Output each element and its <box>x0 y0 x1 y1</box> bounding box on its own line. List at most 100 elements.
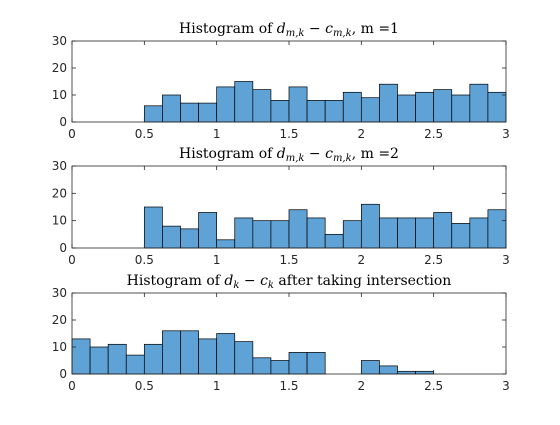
histogram-bar <box>397 94 416 123</box>
histogram-bar <box>360 203 380 249</box>
histogram-bar <box>162 94 181 123</box>
chart-title-part: d <box>277 146 286 162</box>
histogram-bar <box>342 91 362 123</box>
histogram-bar <box>415 91 435 123</box>
x-tick-label: 3 <box>502 379 510 393</box>
y-tick-label: 30 <box>52 286 67 300</box>
histogram-bar <box>288 352 308 375</box>
histogram-bar <box>433 89 453 123</box>
chart-title-part: m,k <box>333 28 352 39</box>
histogram-bar <box>397 370 416 375</box>
histogram-bar <box>143 343 163 375</box>
histogram-bar <box>415 370 435 375</box>
histogram-bar <box>162 225 181 249</box>
chart-title-part: Histogram of <box>179 146 277 162</box>
y-tick-label: 30 <box>52 34 67 48</box>
histogram-bar <box>71 338 91 375</box>
x-tick-label: 0 <box>68 127 76 141</box>
chart-title-part: − <box>304 21 325 37</box>
x-tick-label: 3 <box>502 127 510 141</box>
histogram-bar <box>324 233 344 249</box>
histogram-bar <box>198 212 218 249</box>
y-tick-label: 10 <box>52 340 67 354</box>
x-tick-label: 2.5 <box>424 253 443 267</box>
histogram-bar <box>360 360 380 375</box>
histogram-bar <box>216 239 236 249</box>
histogram-bar <box>143 206 163 249</box>
histogram-bar <box>469 83 489 123</box>
x-tick-label: 2.5 <box>424 127 443 141</box>
chart-title-part: k <box>268 280 274 291</box>
histogram-bar <box>270 100 290 123</box>
histogram-bar <box>216 333 236 375</box>
histogram-bar <box>180 228 199 249</box>
chart-title-part: k <box>233 280 239 291</box>
y-tick-label: 10 <box>52 214 67 228</box>
histogram-bar <box>379 83 398 123</box>
x-tick-label: 0.5 <box>135 379 154 393</box>
histogram-bar <box>360 97 380 123</box>
histogram-bar <box>234 341 254 375</box>
histogram-bar <box>180 330 199 375</box>
histogram-bar <box>180 102 199 123</box>
histogram-bar <box>379 365 398 375</box>
histogram-bar <box>487 91 507 123</box>
x-tick-label: 1.5 <box>279 127 298 141</box>
histogram-bar <box>198 338 218 375</box>
chart-title-part: − <box>239 273 260 289</box>
chart-title-part: m,k <box>286 28 305 39</box>
y-tick-label: 20 <box>52 61 67 75</box>
histogram-bar <box>252 220 272 249</box>
histogram-bar <box>433 212 453 249</box>
histogram-bar <box>342 220 362 249</box>
x-tick-label: 3 <box>502 253 510 267</box>
x-tick-label: 1.5 <box>279 253 298 267</box>
histogram-bar <box>487 209 507 249</box>
histogram-bar <box>469 217 489 249</box>
histogram-bar <box>306 352 326 375</box>
histogram-bar <box>252 89 272 123</box>
chart-title-part: after taking intersection <box>274 273 451 289</box>
histogram-bar <box>306 217 326 249</box>
histogram-bar <box>143 105 163 123</box>
histogram-bar <box>306 100 326 123</box>
x-tick-label: 1 <box>213 127 221 141</box>
chart-title: Histogram of dm,k − cm,k, m =2 <box>179 146 399 164</box>
chart-title-part: , m =1 <box>352 21 399 37</box>
histogram-bar <box>162 330 181 375</box>
histogram-bar <box>252 357 272 375</box>
histogram-bar <box>270 220 290 249</box>
x-tick-label: 0.5 <box>135 127 154 141</box>
y-tick-label: 10 <box>52 88 67 102</box>
x-tick-label: 0 <box>68 253 76 267</box>
chart-title-part: c <box>325 146 333 162</box>
histogram-bar <box>270 360 290 375</box>
chart-title-part: c <box>325 21 333 37</box>
y-tick-label: 0 <box>59 367 67 381</box>
histogram-bar <box>451 94 471 123</box>
histogram-bar <box>324 100 344 123</box>
histogram-bar <box>379 217 398 249</box>
histogram-bar <box>125 354 145 375</box>
histogram-bar <box>107 343 127 375</box>
histogram-bar <box>288 86 308 123</box>
chart-title-part: Histogram of <box>127 273 225 289</box>
x-tick-label: 2 <box>358 379 366 393</box>
histogram-bar <box>451 223 471 249</box>
histogram-bar <box>397 217 416 249</box>
histogram-bar <box>415 217 435 249</box>
x-tick-label: 2 <box>358 127 366 141</box>
y-tick-label: 20 <box>52 186 67 200</box>
x-tick-label: 1.5 <box>279 379 298 393</box>
chart-title-part: Histogram of <box>179 21 277 37</box>
histogram-bar <box>89 346 109 375</box>
y-tick-label: 0 <box>59 115 67 129</box>
chart-title-part: d <box>277 21 286 37</box>
y-tick-label: 0 <box>59 241 67 255</box>
y-tick-label: 20 <box>52 313 67 327</box>
